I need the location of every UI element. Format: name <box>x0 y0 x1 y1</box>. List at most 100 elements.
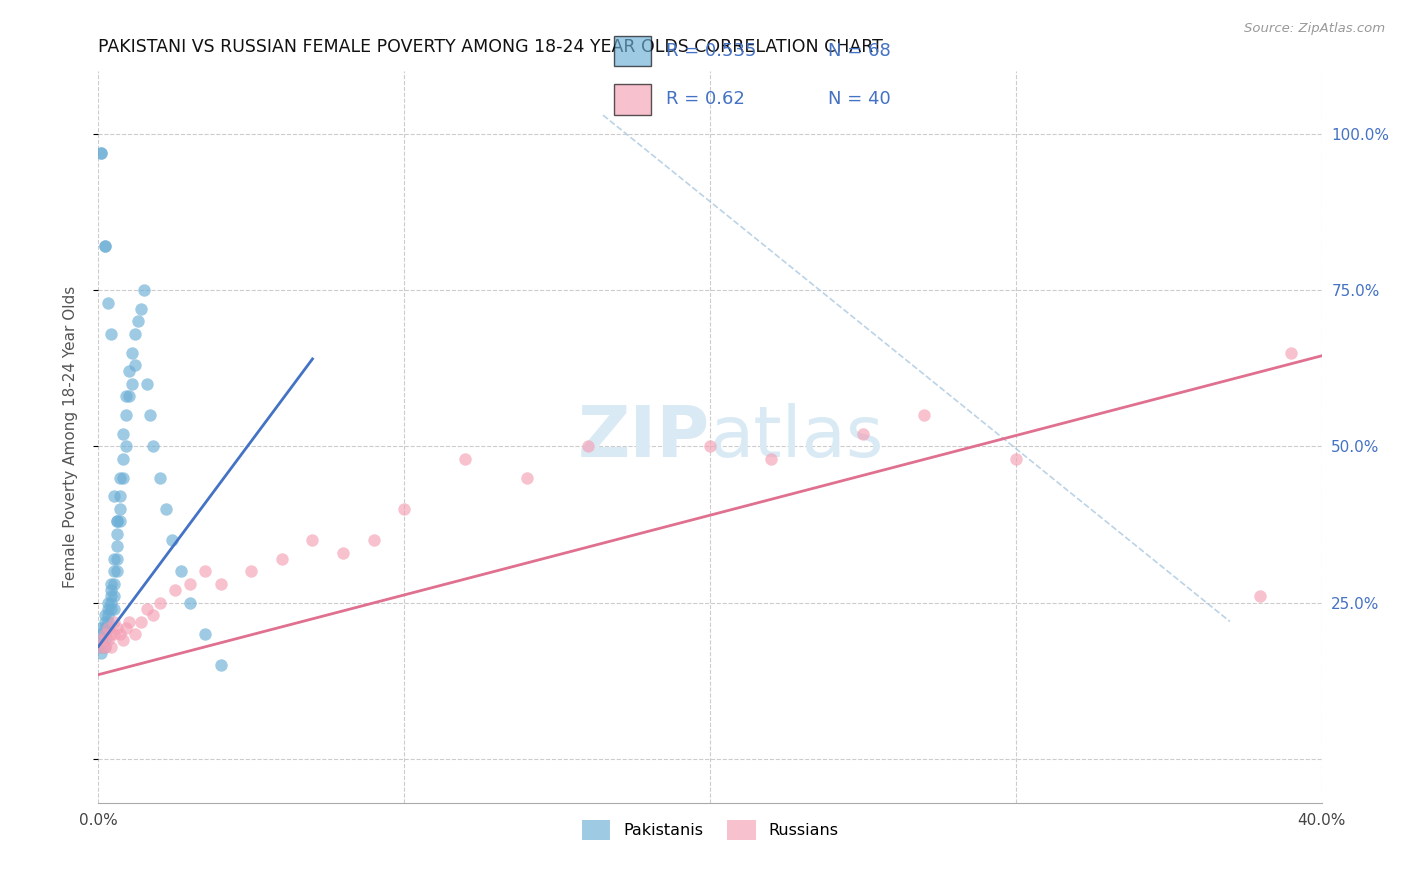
Text: N = 68: N = 68 <box>828 42 891 60</box>
Point <box>93 633 115 648</box>
Point <box>97 295 120 310</box>
Text: ZIP: ZIP <box>578 402 710 472</box>
Point <box>93 627 115 641</box>
Point <box>103 565 125 579</box>
Point <box>93 239 115 253</box>
Point <box>103 552 125 566</box>
Point <box>142 440 165 454</box>
Point <box>139 408 162 422</box>
Point <box>100 326 122 341</box>
Point <box>93 608 115 623</box>
Point <box>90 145 112 160</box>
Point <box>363 533 385 548</box>
Point <box>93 627 115 641</box>
Point <box>136 602 159 616</box>
Point <box>100 577 122 591</box>
Point <box>105 565 128 579</box>
Point <box>105 515 128 529</box>
Point <box>90 627 112 641</box>
Point <box>124 358 146 372</box>
Point <box>118 364 141 378</box>
Point <box>90 646 112 660</box>
Point <box>90 633 112 648</box>
Point <box>93 239 115 253</box>
Point <box>100 590 122 604</box>
Point <box>97 633 120 648</box>
Point <box>1249 590 1271 604</box>
Point <box>97 621 120 635</box>
Point <box>93 615 115 629</box>
Point <box>97 602 120 616</box>
Point <box>103 577 125 591</box>
Point <box>194 627 217 641</box>
Point <box>121 345 143 359</box>
Point <box>270 552 292 566</box>
Point <box>90 145 112 160</box>
Point <box>392 502 416 516</box>
Point <box>103 590 125 604</box>
Point <box>100 596 122 610</box>
Point <box>111 471 134 485</box>
Point <box>90 633 112 648</box>
Point <box>118 389 141 403</box>
Point <box>209 658 232 673</box>
Point <box>100 602 122 616</box>
Point <box>105 527 128 541</box>
Point <box>115 440 138 454</box>
Point <box>100 583 122 598</box>
Point <box>209 577 232 591</box>
Text: N = 40: N = 40 <box>828 90 891 108</box>
Point <box>179 577 201 591</box>
Point <box>115 621 138 635</box>
Text: Source: ZipAtlas.com: Source: ZipAtlas.com <box>1244 22 1385 36</box>
Point <box>149 596 172 610</box>
Point <box>105 621 128 635</box>
Point <box>105 540 128 554</box>
Point <box>1279 345 1302 359</box>
Point <box>454 452 477 467</box>
Point <box>90 640 112 654</box>
Text: atlas: atlas <box>710 402 884 472</box>
Point <box>170 565 193 579</box>
Point <box>115 389 138 403</box>
Point <box>149 471 172 485</box>
Point <box>118 615 141 629</box>
Point <box>103 490 125 504</box>
Point <box>124 326 146 341</box>
FancyBboxPatch shape <box>614 36 651 66</box>
Point <box>100 627 122 641</box>
Point <box>240 565 263 579</box>
Point <box>759 452 782 467</box>
Point <box>332 546 354 560</box>
Point <box>136 376 159 391</box>
Point <box>124 627 146 641</box>
Point <box>576 440 599 454</box>
Point <box>97 596 120 610</box>
Point <box>111 633 134 648</box>
Point <box>108 627 131 641</box>
Point <box>105 552 128 566</box>
Point <box>93 640 115 654</box>
Point <box>160 533 183 548</box>
Point <box>516 471 538 485</box>
Point <box>134 283 156 297</box>
FancyBboxPatch shape <box>614 84 651 114</box>
Point <box>108 515 131 529</box>
Point <box>121 376 143 391</box>
Point <box>100 640 122 654</box>
Y-axis label: Female Poverty Among 18-24 Year Olds: Female Poverty Among 18-24 Year Olds <box>63 286 77 588</box>
Point <box>111 426 134 441</box>
Point <box>127 314 149 328</box>
Point <box>97 615 120 629</box>
Point <box>93 621 115 635</box>
Legend: Pakistanis, Russians: Pakistanis, Russians <box>575 814 845 846</box>
Point <box>115 408 138 422</box>
Point <box>301 533 323 548</box>
Point <box>699 440 721 454</box>
Point <box>163 583 186 598</box>
Point <box>194 565 217 579</box>
Point <box>93 640 115 654</box>
Point <box>142 608 165 623</box>
Point <box>155 502 177 516</box>
Text: R = 0.62: R = 0.62 <box>666 90 745 108</box>
